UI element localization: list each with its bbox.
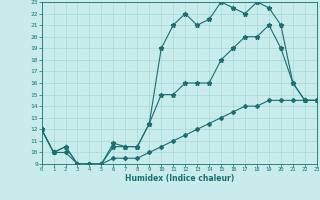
X-axis label: Humidex (Indice chaleur): Humidex (Indice chaleur) (124, 174, 234, 183)
